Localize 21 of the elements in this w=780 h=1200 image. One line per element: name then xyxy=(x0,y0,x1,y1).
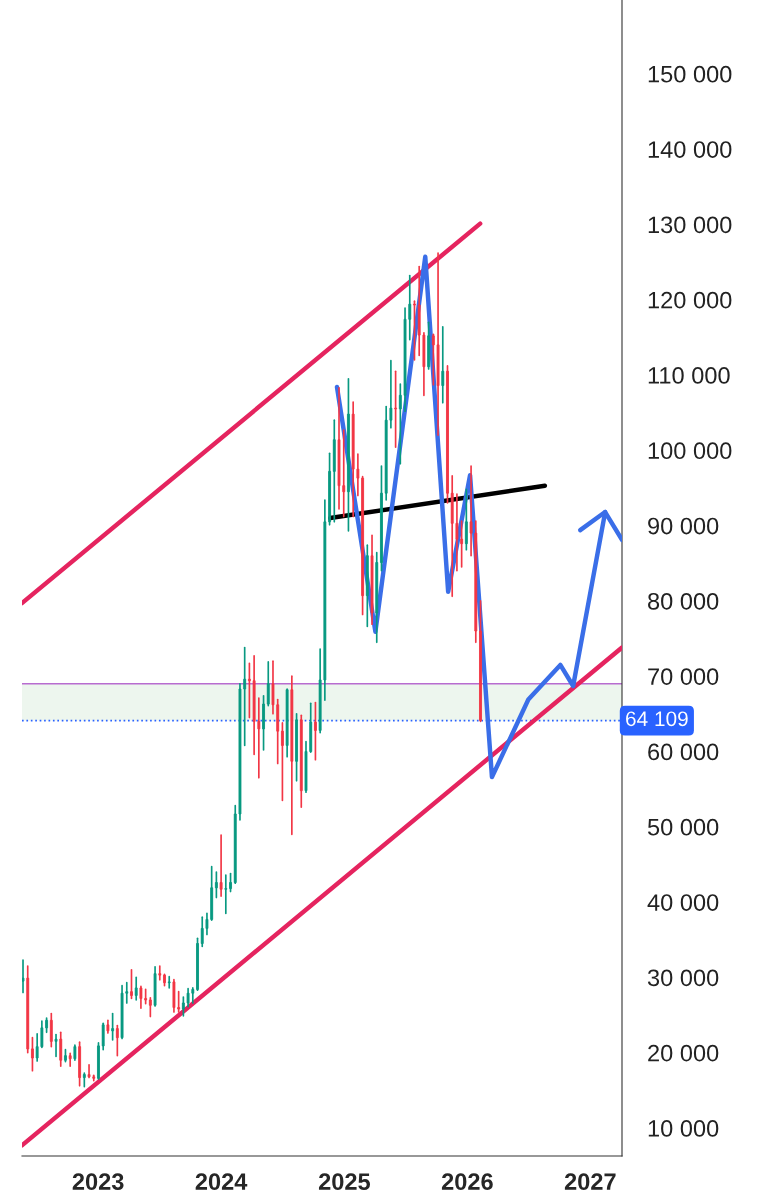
x-tick-label: 2026 xyxy=(441,1173,493,1191)
y-tick-label: 130 000 xyxy=(648,216,732,234)
x-tick-label: 2023 xyxy=(72,1173,124,1191)
x-tick-label: 2025 xyxy=(318,1173,371,1191)
y-tick-label: 140 000 xyxy=(648,141,732,158)
y-tick-label: 60 000 xyxy=(648,743,719,761)
y-tick-label: 90 000 xyxy=(648,517,719,535)
y-tick-label: 100 000 xyxy=(648,442,732,460)
y-tick-label: 150 000 xyxy=(648,65,732,83)
y-tick-label: 110 000 xyxy=(648,367,730,384)
y-tick-label: 40 000 xyxy=(647,894,719,911)
y-tick-label: 80 000 xyxy=(648,592,719,610)
x-tick-label: 2027 xyxy=(564,1173,616,1191)
y-tick-label: 20 000 xyxy=(648,1044,719,1062)
y-tick-label: 50 000 xyxy=(647,818,719,836)
y-tick-label: 120 000 xyxy=(648,291,732,309)
ref-line-label: 64 109 xyxy=(626,711,688,727)
y-tick-label: 10 000 xyxy=(648,1120,719,1137)
y-tick-label: 70 000 xyxy=(648,668,719,685)
y-tick-label: 30 000 xyxy=(647,969,719,987)
x-tick-label: 2024 xyxy=(195,1173,248,1191)
